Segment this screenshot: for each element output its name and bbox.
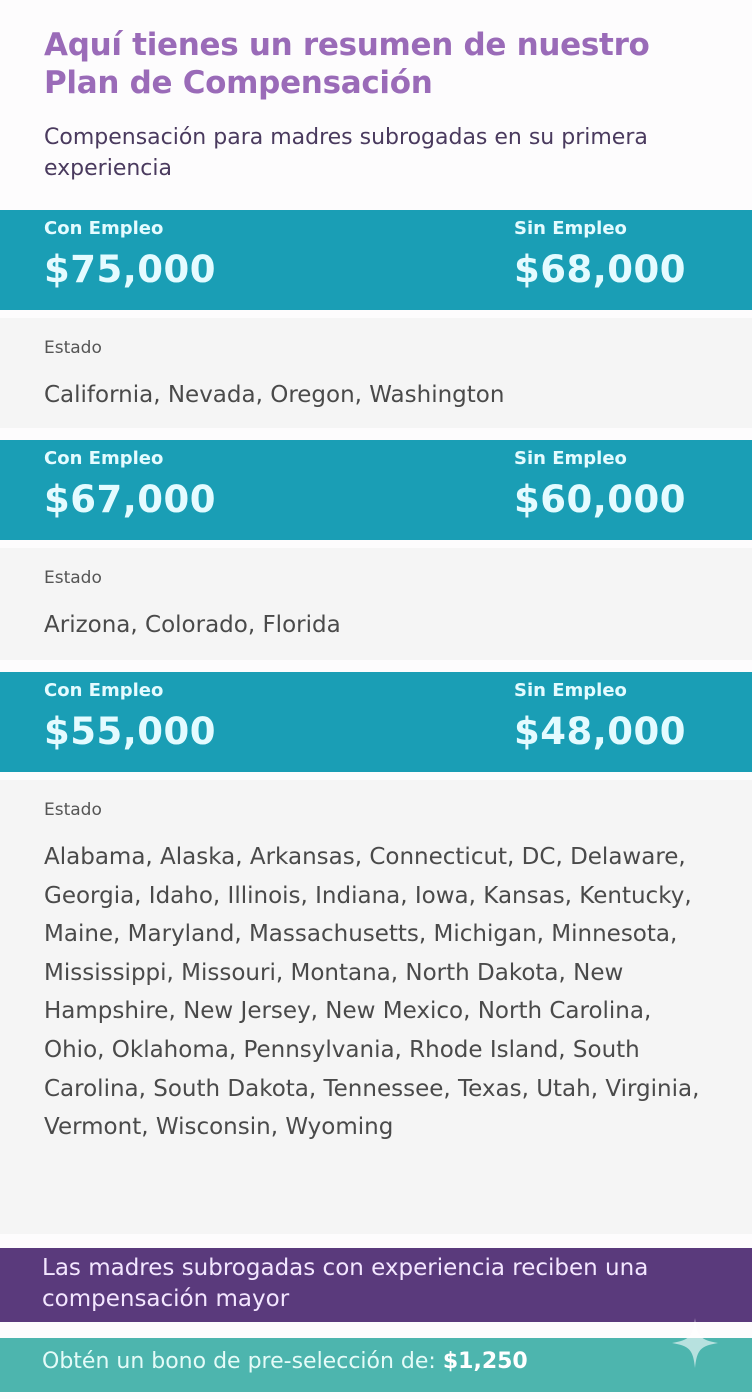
sparkle-icon xyxy=(672,1318,718,1368)
state-label: Estado xyxy=(44,800,102,820)
state-list: Arizona, Colorado, Florida xyxy=(44,612,341,638)
experienced-note-banner: Las madres subrogadas con experiencia re… xyxy=(0,1248,752,1322)
bonus-text: Obtén un bono de pre-selección de: $1,25… xyxy=(42,1349,528,1374)
unemployed-label: Sin Empleo xyxy=(514,218,627,239)
unemployed-amount: $68,000 xyxy=(514,248,687,291)
tier-1-states: Estado California, Nevada, Oregon, Washi… xyxy=(0,318,752,428)
tier-2-states: Estado Arizona, Colorado, Florida xyxy=(0,548,752,660)
tier-2-amounts: Con Empleo $67,000 Sin Empleo $60,000 xyxy=(0,440,752,540)
employed-amount: $67,000 xyxy=(44,478,217,521)
bonus-banner: Obtén un bono de pre-selección de: $1,25… xyxy=(0,1338,752,1392)
bonus-amount: $1,250 xyxy=(442,1349,528,1374)
unemployed-label: Sin Empleo xyxy=(514,448,627,469)
state-list: Alabama, Alaska, Arkansas, Connecticut, … xyxy=(44,844,700,1141)
employed-amount: $55,000 xyxy=(44,710,217,753)
employed-label: Con Empleo xyxy=(44,448,164,469)
unemployed-amount: $48,000 xyxy=(514,710,687,753)
page-title: Aquí tienes un resumen de nuestro Plan d… xyxy=(44,27,650,101)
unemployed-amount: $60,000 xyxy=(514,478,687,521)
bonus-label: Obtén un bono de pre-selección de: xyxy=(42,1349,436,1374)
state-list: California, Nevada, Oregon, Washington xyxy=(44,382,505,408)
page-subtitle: Compensación para madres subrogadas en s… xyxy=(44,125,648,181)
employed-amount: $75,000 xyxy=(44,248,217,291)
experienced-note: Las madres subrogadas con experiencia re… xyxy=(42,1255,649,1312)
unemployed-label: Sin Empleo xyxy=(514,680,627,701)
employed-label: Con Empleo xyxy=(44,218,164,239)
tier-3-amounts: Con Empleo $55,000 Sin Empleo $48,000 xyxy=(0,672,752,772)
tier-1-amounts: Con Empleo $75,000 Sin Empleo $68,000 xyxy=(0,210,752,310)
employed-label: Con Empleo xyxy=(44,680,164,701)
tier-3-states: Estado Alabama, Alaska, Arkansas, Connec… xyxy=(0,780,752,1234)
state-label: Estado xyxy=(44,568,102,588)
state-label: Estado xyxy=(44,338,102,358)
